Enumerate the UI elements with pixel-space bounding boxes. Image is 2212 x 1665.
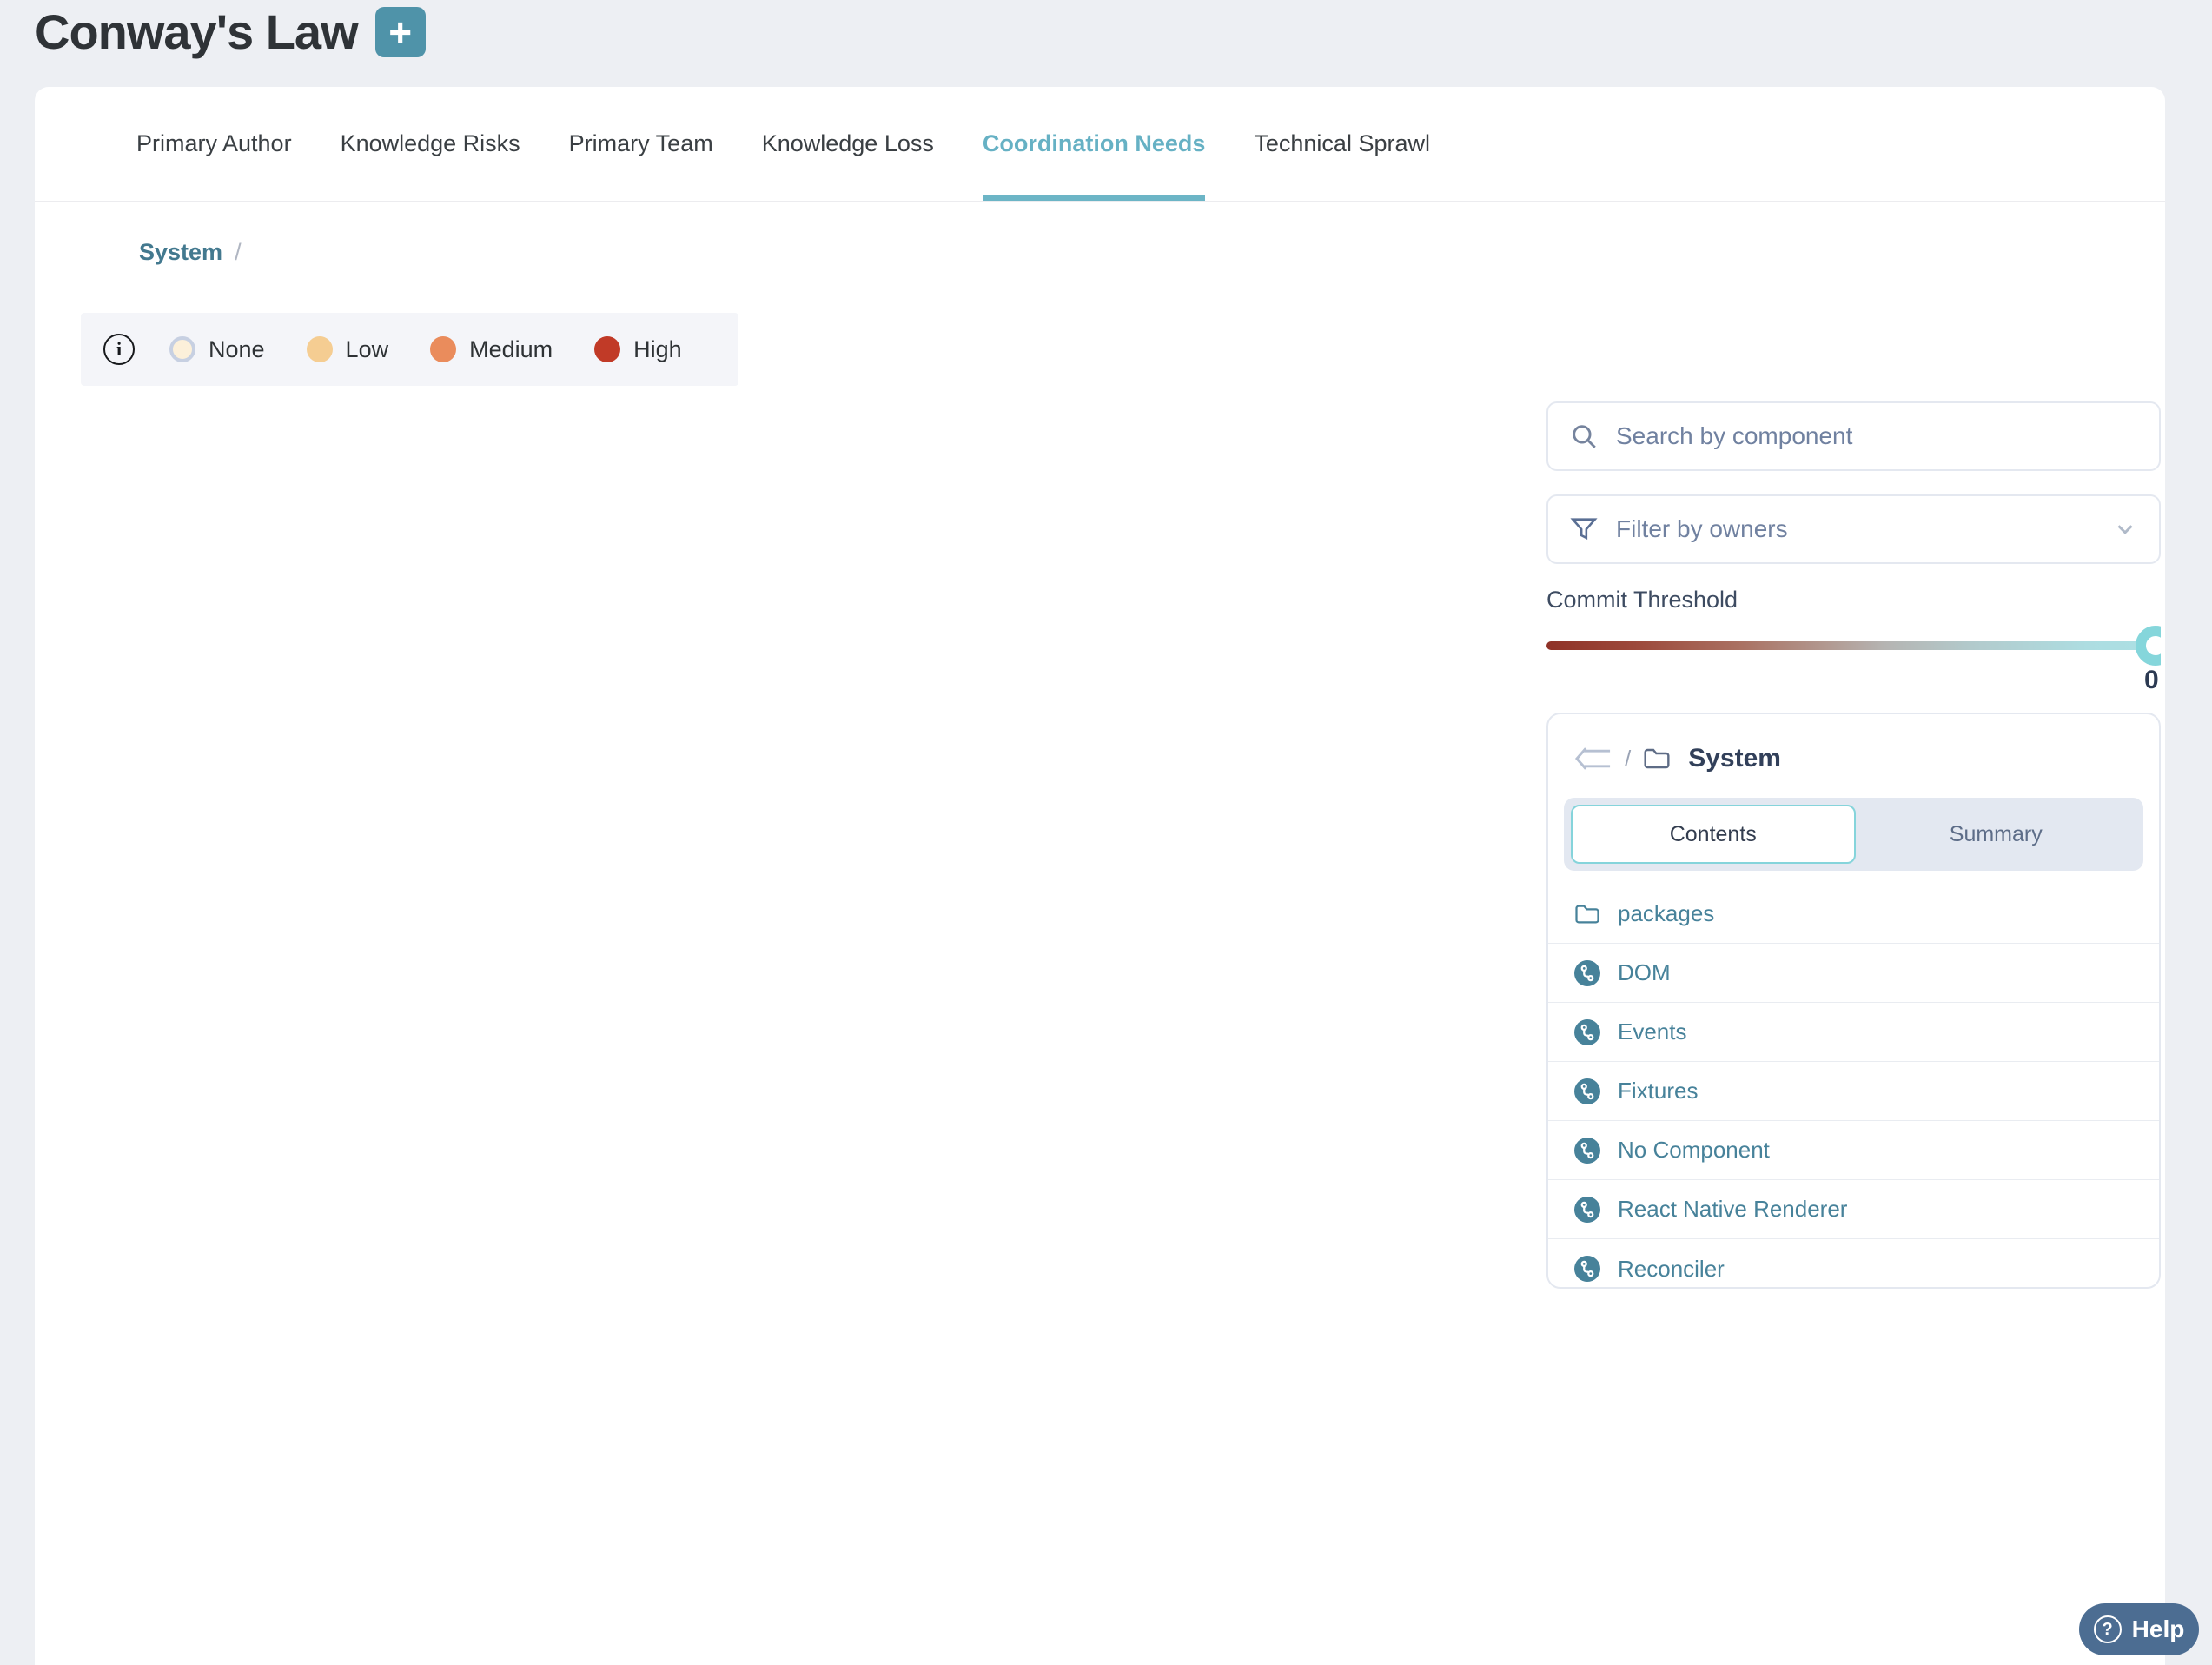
help-label: Help bbox=[2132, 1615, 2185, 1643]
tab-primary-team[interactable]: Primary Team bbox=[569, 87, 713, 201]
slider-value: 0 bbox=[2144, 666, 2159, 695]
legend-item-medium: Medium bbox=[430, 336, 553, 363]
help-button[interactable]: ? Help bbox=[2079, 1603, 2199, 1655]
slider-handle[interactable] bbox=[2136, 626, 2161, 666]
breadcrumb: System / bbox=[139, 239, 242, 266]
tab-primary-author[interactable]: Primary Author bbox=[136, 87, 292, 201]
component-branch-icon bbox=[1574, 1138, 1600, 1164]
panel-title: System bbox=[1688, 744, 1781, 773]
tab-bar: Primary Author Knowledge Risks Primary Tea… bbox=[35, 87, 2165, 202]
panel-tabs: ContentsSummary bbox=[1564, 798, 2143, 871]
component-branch-icon bbox=[1574, 1078, 1600, 1104]
tab-technical-sprawl[interactable]: Technical Sprawl bbox=[1254, 87, 1430, 201]
commit-threshold-slider bbox=[1546, 626, 2161, 666]
main-card: Primary Author Knowledge Risks Primary Tea… bbox=[35, 87, 2165, 1665]
panel-row-label: Reconciler bbox=[1618, 1256, 1725, 1283]
legend-label: High bbox=[633, 336, 682, 363]
tab-knowledge-loss[interactable]: Knowledge Loss bbox=[762, 87, 934, 201]
tab-knowledge-risks[interactable]: Knowledge Risks bbox=[341, 87, 520, 201]
funnel-icon bbox=[1569, 514, 1599, 544]
panel-row-react-native-renderer[interactable]: React Native Renderer bbox=[1548, 1180, 2159, 1239]
panel-row-fixtures[interactable]: Fixtures bbox=[1548, 1062, 2159, 1121]
legend-dot-low bbox=[307, 336, 333, 362]
legend-dot-medium bbox=[430, 336, 456, 362]
component-branch-icon bbox=[1574, 960, 1600, 986]
panel-row-no-component[interactable]: No Component bbox=[1548, 1121, 2159, 1180]
panel-row-label: Fixtures bbox=[1618, 1078, 1698, 1104]
risk-legend: i None Low Medium High bbox=[81, 313, 738, 386]
panel-separator: / bbox=[1625, 746, 1631, 773]
panel-row-packages[interactable]: packages bbox=[1548, 885, 2159, 944]
component-branch-icon bbox=[1574, 1019, 1600, 1045]
filter-by-owners-dropdown[interactable]: Filter by owners bbox=[1546, 494, 2161, 564]
panel-row-dom[interactable]: DOM bbox=[1548, 944, 2159, 1003]
panel-tab-summary[interactable]: Summary bbox=[1856, 805, 2137, 864]
breadcrumb-separator: / bbox=[235, 239, 242, 266]
page-title: Conway's Law bbox=[35, 3, 358, 60]
component-branch-icon bbox=[1574, 1197, 1600, 1223]
folder-icon bbox=[1574, 903, 1600, 925]
panel-header: / System bbox=[1548, 714, 2159, 773]
tab-coordination-needs[interactable]: Coordination Needs bbox=[983, 87, 1206, 201]
slider-value-row: 0 bbox=[1546, 666, 2161, 700]
page-header: Conway's Law + bbox=[35, 3, 426, 60]
system-panel: / System ContentsSummary packages DOM Even… bbox=[1546, 713, 2161, 1289]
panel-row-reconciler[interactable]: Reconciler bbox=[1548, 1239, 2159, 1289]
legend-label: Low bbox=[346, 336, 389, 363]
panel-row-label: React Native Renderer bbox=[1618, 1196, 1847, 1223]
legend-label: None bbox=[209, 336, 265, 363]
sidebar: Filter by owners Commit Threshold 0 / Sy… bbox=[1546, 401, 2161, 1289]
panel-row-label: No Component bbox=[1618, 1137, 1770, 1164]
legend-item-high: High bbox=[594, 336, 682, 363]
slider-track[interactable] bbox=[1546, 641, 2161, 650]
search-icon bbox=[1569, 421, 1599, 451]
info-icon[interactable]: i bbox=[103, 334, 135, 365]
search-input[interactable] bbox=[1616, 422, 2138, 450]
panel-row-label: Events bbox=[1618, 1018, 1687, 1045]
panel-row-label: packages bbox=[1618, 900, 1714, 927]
chevron-down-icon[interactable] bbox=[2112, 516, 2138, 542]
folder-icon bbox=[1643, 746, 1671, 771]
add-button[interactable]: + bbox=[375, 7, 426, 57]
legend-item-low: Low bbox=[307, 336, 389, 363]
legend-item-none: None bbox=[169, 336, 265, 363]
legend-label: Medium bbox=[469, 336, 553, 363]
panel-row-label: DOM bbox=[1618, 959, 1671, 986]
commit-threshold-label: Commit Threshold bbox=[1546, 587, 2161, 614]
plus-icon: + bbox=[388, 12, 412, 52]
panel-row-events[interactable]: Events bbox=[1548, 1003, 2159, 1062]
legend-dot-high bbox=[594, 336, 620, 362]
search-box bbox=[1546, 401, 2161, 471]
legend-items: None Low Medium High bbox=[169, 336, 724, 363]
panel-contents-list: packages DOM Events Fixtures No Component Rea… bbox=[1548, 885, 2159, 1289]
question-mark-icon: ? bbox=[2094, 1615, 2122, 1643]
filter-label: Filter by owners bbox=[1616, 515, 2112, 543]
legend-dot-none bbox=[169, 336, 195, 362]
panel-tab-contents[interactable]: Contents bbox=[1571, 805, 1856, 864]
breadcrumb-current[interactable]: System bbox=[139, 239, 222, 266]
back-arrow-icon[interactable] bbox=[1574, 746, 1613, 772]
component-branch-icon bbox=[1574, 1256, 1600, 1282]
